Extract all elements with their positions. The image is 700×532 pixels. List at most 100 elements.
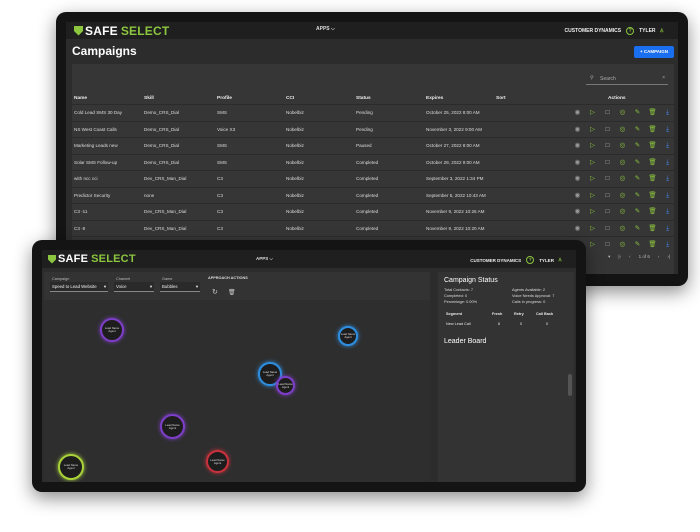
details-icon[interactable]: ◎: [619, 125, 626, 133]
search-input[interactable]: ⚲ Search ×: [586, 74, 668, 85]
edit-icon[interactable]: ✎: [634, 109, 641, 116]
table-row[interactable]: Predictor Security none C3 Nobelbiz Complete…: [72, 186, 674, 204]
pause-icon[interactable]: □: [605, 175, 610, 182]
play-icon[interactable]: ▷: [590, 208, 595, 215]
page-size-dropdown[interactable]: ▾: [608, 254, 611, 259]
apps-menu[interactable]: APPS ⌵: [316, 26, 335, 32]
play-icon[interactable]: ▷: [590, 109, 595, 116]
user-icon[interactable]: ♙: [659, 28, 664, 34]
pause-icon[interactable]: □: [605, 158, 610, 166]
view-icon[interactable]: ◉: [574, 191, 581, 199]
view-icon[interactable]: ◉: [574, 175, 581, 182]
details-icon[interactable]: ◎: [619, 191, 626, 199]
account-name[interactable]: CUSTOMER DYNAMICS: [564, 28, 622, 34]
clear-icon[interactable]: ×: [662, 75, 665, 81]
prev-page-icon[interactable]: ‹: [629, 254, 631, 259]
edit-icon[interactable]: ✎: [634, 241, 641, 248]
table-row[interactable]: Solar SMS Follow-up Demo_CRS_Dial SMS Nobel…: [72, 153, 674, 171]
edit-icon[interactable]: ✎: [634, 142, 641, 149]
last-page-icon[interactable]: ›|: [667, 254, 670, 259]
table-row[interactable]: Cold Lead SMS 30 Day Demo_CRS_Dial SMS Nobe…: [72, 104, 674, 121]
download-icon[interactable]: ⤓: [666, 142, 669, 149]
edit-icon[interactable]: ✎: [634, 224, 641, 232]
column-cci[interactable]: CCI: [286, 96, 295, 101]
campaign-select[interactable]: Speed to Lead Website ▾: [50, 282, 108, 292]
play-icon[interactable]: ▷: [590, 175, 595, 182]
edit-icon[interactable]: ✎: [634, 175, 641, 182]
edit-icon[interactable]: ✎: [634, 158, 641, 166]
details-icon[interactable]: ◎: [619, 224, 626, 232]
user-name[interactable]: TYLER: [539, 257, 554, 263]
edit-icon[interactable]: ✎: [634, 208, 641, 215]
scrollbar[interactable]: [568, 374, 572, 396]
delete-icon[interactable]: 🗑: [648, 208, 657, 215]
apps-menu[interactable]: APPS ⌵: [256, 256, 273, 261]
download-icon[interactable]: ⤓: [666, 158, 669, 166]
column-profile[interactable]: Profile: [217, 96, 232, 101]
view-icon[interactable]: ◉: [574, 208, 581, 215]
table-row[interactable]: with ncc cci Dev_CRS_Man_Dial C3 Nobelbiz Co…: [72, 170, 674, 187]
lead-bubble[interactable]: Lead Name Agent: [276, 376, 295, 395]
refresh-icon[interactable]: ↻: [212, 289, 218, 296]
play-icon[interactable]: ▷: [590, 191, 595, 199]
column-expires[interactable]: Expires: [426, 96, 444, 101]
pause-icon[interactable]: □: [605, 191, 610, 199]
details-icon[interactable]: ◎: [619, 158, 626, 166]
details-icon[interactable]: ◎: [619, 241, 626, 248]
view-icon[interactable]: ◉: [574, 142, 581, 149]
delete-icon[interactable]: 🗑: [648, 125, 657, 133]
account-name[interactable]: CUSTOMER DYNAMICS: [470, 257, 522, 263]
view-icon[interactable]: ◉: [574, 109, 581, 116]
pause-icon[interactable]: □: [605, 241, 610, 248]
pause-icon[interactable]: □: [605, 109, 610, 116]
details-icon[interactable]: ◎: [619, 109, 626, 116]
table-row[interactable]: C3 -11 Dev_CRS_Man_Dial C3 Nobelbiz Complete…: [72, 203, 674, 220]
lead-bubble[interactable]: Lead Name Agent: [338, 326, 358, 346]
pause-icon[interactable]: □: [605, 208, 610, 215]
edit-icon[interactable]: ✎: [634, 191, 641, 199]
column-name[interactable]: Name: [74, 96, 88, 101]
lead-bubble[interactable]: Lead Name Agent: [100, 318, 124, 342]
pause-icon[interactable]: □: [605, 125, 610, 133]
column-status[interactable]: Status: [356, 96, 371, 101]
safe-select-logo[interactable]: SAFE SELECT: [74, 24, 169, 38]
play-icon[interactable]: ▷: [590, 224, 595, 232]
view-icon[interactable]: ◉: [574, 158, 581, 166]
user-name[interactable]: TYLER: [639, 28, 656, 34]
user-icon[interactable]: ♙: [557, 257, 562, 262]
delete-icon[interactable]: 🗑: [648, 158, 657, 166]
view-icon[interactable]: ◉: [574, 224, 581, 232]
lead-bubble[interactable]: Lead Name Agent: [160, 414, 185, 439]
delete-icon[interactable]: 🗑: [648, 224, 657, 232]
download-icon[interactable]: ⤓: [666, 224, 669, 232]
lead-bubble[interactable]: Lead Name Agent: [206, 450, 229, 473]
column-skill[interactable]: Skill: [144, 96, 154, 101]
pause-icon[interactable]: □: [605, 142, 610, 149]
table-row[interactable]: C3 -8 Dev_CRS_Man_Dial C3 Nobelbiz Completed…: [72, 219, 674, 237]
delete-icon[interactable]: 🗑: [648, 191, 657, 199]
download-icon[interactable]: ⤓: [666, 208, 669, 215]
download-icon[interactable]: ⤓: [666, 175, 669, 182]
download-icon[interactable]: ⤓: [666, 125, 669, 133]
play-icon[interactable]: ▷: [590, 241, 595, 248]
help-icon[interactable]: ?: [526, 256, 535, 264]
delete-icon[interactable]: 🗑: [648, 241, 657, 248]
delete-icon[interactable]: 🗑: [648, 142, 657, 149]
pause-icon[interactable]: □: [605, 224, 610, 232]
next-page-icon[interactable]: ›: [657, 254, 660, 259]
download-icon[interactable]: ⤓: [666, 191, 669, 199]
play-icon[interactable]: ▷: [590, 125, 595, 133]
channel-select[interactable]: Voice ▾: [114, 282, 154, 292]
edit-icon[interactable]: ✎: [634, 125, 641, 133]
details-icon[interactable]: ◎: [619, 175, 626, 182]
first-page-icon[interactable]: |‹: [618, 254, 622, 259]
play-icon[interactable]: ▷: [590, 158, 595, 166]
delete-icon[interactable]: 🗑: [648, 175, 657, 182]
lead-bubble[interactable]: Lead Name Agent: [58, 454, 84, 480]
table-row[interactable]: NS West Coast Calls Demo_CRS_Dial Voice X3…: [72, 120, 674, 138]
details-icon[interactable]: ◎: [619, 208, 626, 215]
game-select[interactable]: Bubbles ▾: [160, 282, 200, 292]
delete-icon[interactable]: 🗑: [648, 109, 657, 116]
table-row[interactable]: Marketing Leads new Demo_CRS_Dial SMS Nobel…: [72, 137, 674, 154]
download-icon[interactable]: ⤓: [666, 109, 669, 116]
